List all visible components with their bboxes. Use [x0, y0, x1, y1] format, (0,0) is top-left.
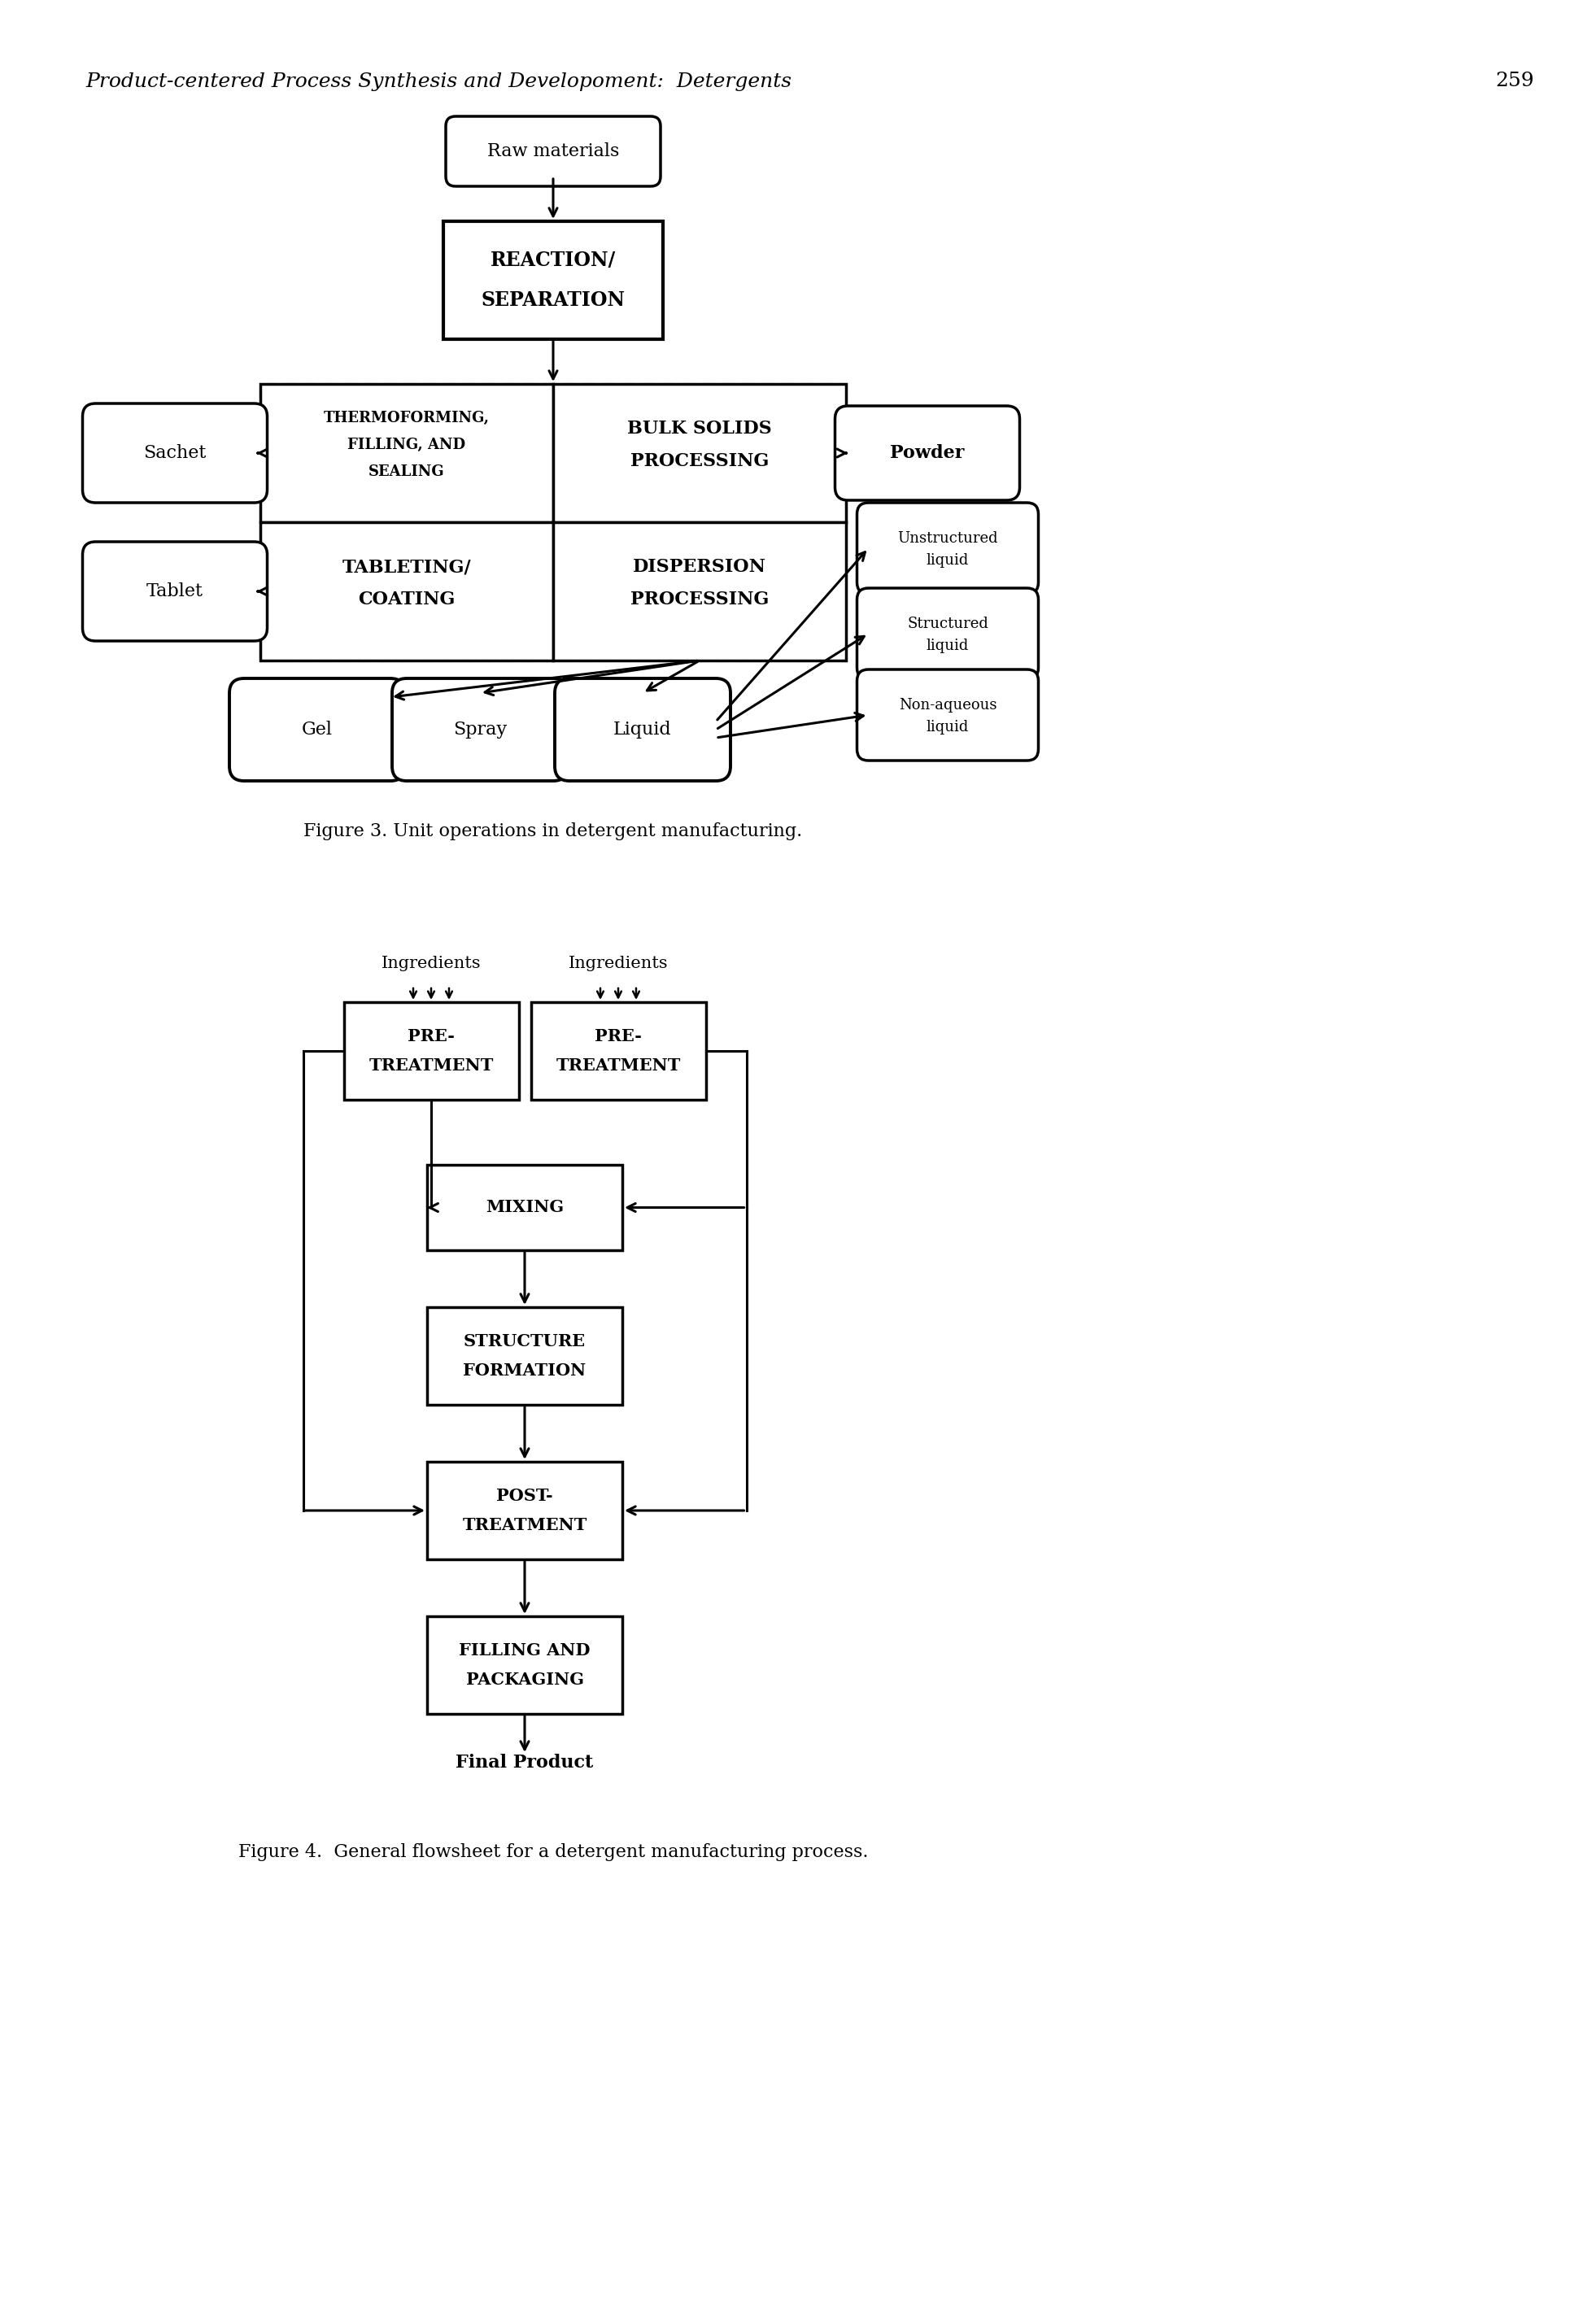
Text: Unstructured: Unstructured	[897, 530, 998, 546]
FancyBboxPatch shape	[857, 502, 1039, 595]
FancyBboxPatch shape	[260, 384, 554, 523]
FancyBboxPatch shape	[554, 523, 846, 660]
Text: FORMATION: FORMATION	[463, 1364, 586, 1380]
FancyBboxPatch shape	[444, 222, 662, 340]
FancyBboxPatch shape	[835, 405, 1020, 500]
Text: POST-: POST-	[496, 1489, 552, 1505]
Text: PROCESSING: PROCESSING	[630, 590, 769, 609]
FancyBboxPatch shape	[554, 384, 846, 523]
FancyBboxPatch shape	[428, 1164, 622, 1250]
FancyBboxPatch shape	[260, 384, 846, 660]
Text: PRE-: PRE-	[595, 1028, 642, 1044]
FancyBboxPatch shape	[83, 403, 267, 502]
Text: PACKAGING: PACKAGING	[466, 1671, 584, 1688]
Text: Ingredients: Ingredients	[568, 956, 669, 970]
Text: FILLING AND: FILLING AND	[460, 1641, 591, 1658]
FancyBboxPatch shape	[428, 1308, 622, 1405]
Text: Non-aqueous: Non-aqueous	[899, 697, 996, 713]
FancyBboxPatch shape	[260, 523, 554, 660]
Text: Tablet: Tablet	[147, 583, 203, 600]
Text: Spray: Spray	[453, 720, 508, 738]
Text: TREATMENT: TREATMENT	[463, 1516, 587, 1533]
FancyBboxPatch shape	[531, 1002, 705, 1100]
Text: Figure 3. Unit operations in detergent manufacturing.: Figure 3. Unit operations in detergent m…	[303, 822, 803, 840]
Text: PRE-: PRE-	[407, 1028, 455, 1044]
Text: Raw materials: Raw materials	[487, 141, 619, 160]
FancyBboxPatch shape	[393, 678, 568, 780]
Text: COATING: COATING	[358, 590, 455, 609]
Text: THERMOFORMING,: THERMOFORMING,	[324, 410, 490, 426]
FancyBboxPatch shape	[230, 678, 405, 780]
FancyBboxPatch shape	[445, 116, 661, 185]
Text: REACTION/: REACTION/	[490, 250, 616, 271]
Text: Gel: Gel	[302, 720, 332, 738]
Text: TREATMENT: TREATMENT	[555, 1058, 680, 1074]
FancyBboxPatch shape	[857, 588, 1039, 678]
Text: Ingredients: Ingredients	[381, 956, 480, 970]
Text: Sachet: Sachet	[144, 444, 206, 463]
Text: liquid: liquid	[926, 639, 969, 653]
FancyBboxPatch shape	[428, 1461, 622, 1560]
Text: FILLING, AND: FILLING, AND	[348, 438, 466, 451]
Text: DISPERSION: DISPERSION	[634, 558, 766, 576]
Text: Liquid: Liquid	[613, 720, 672, 738]
Text: MIXING: MIXING	[485, 1199, 563, 1215]
Text: SEPARATION: SEPARATION	[480, 289, 626, 310]
FancyBboxPatch shape	[343, 1002, 519, 1100]
FancyBboxPatch shape	[857, 669, 1039, 762]
Text: Structured: Structured	[907, 616, 988, 632]
Text: STRUCTURE: STRUCTURE	[463, 1333, 586, 1350]
FancyBboxPatch shape	[83, 542, 267, 641]
Text: liquid: liquid	[926, 553, 969, 567]
Text: 259: 259	[1495, 72, 1534, 90]
Text: BULK SOLIDS: BULK SOLIDS	[627, 419, 772, 438]
Text: liquid: liquid	[926, 720, 969, 734]
Text: PROCESSING: PROCESSING	[630, 451, 769, 470]
FancyBboxPatch shape	[428, 1616, 622, 1713]
Text: Final Product: Final Product	[456, 1755, 594, 1771]
Text: Product-centered Process Synthesis and Developoment:  Detergents: Product-centered Process Synthesis and D…	[86, 72, 792, 90]
Text: Powder: Powder	[891, 444, 964, 463]
Text: Figure 4.  General flowsheet for a detergent manufacturing process.: Figure 4. General flowsheet for a deterg…	[238, 1843, 868, 1861]
Text: SEALING: SEALING	[369, 465, 445, 479]
Text: TABLETING/: TABLETING/	[342, 558, 471, 576]
FancyBboxPatch shape	[555, 678, 731, 780]
Text: TREATMENT: TREATMENT	[369, 1058, 493, 1074]
